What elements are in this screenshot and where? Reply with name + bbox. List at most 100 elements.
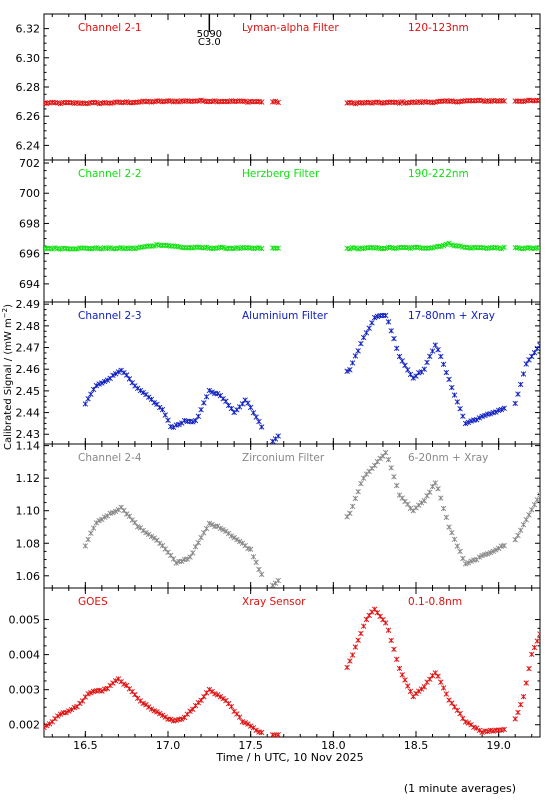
data-point [88,690,94,696]
data-point [253,559,259,565]
data-point [179,558,185,565]
data-point [223,398,229,404]
data-point [126,376,133,382]
data-point [123,372,130,378]
x-tick-label: 16.5 [73,739,98,752]
data-point [360,334,367,341]
data-point [388,637,394,644]
data-point [85,396,91,402]
data-point [399,358,405,364]
data-point [451,392,458,398]
data-point [429,483,436,490]
y-tick-label: 694 [19,278,40,291]
x-tick-label: 18.0 [321,739,346,752]
data-point [247,404,254,411]
data-point [460,555,466,562]
data-point [85,536,91,543]
data-point [355,637,361,643]
data-point [440,505,447,512]
data-point [209,389,215,395]
data-point [517,701,524,708]
data-point [198,406,204,413]
data-point [96,517,102,524]
data-point [374,610,381,616]
data-point [275,577,281,584]
data-point [190,419,196,425]
data-point [347,658,353,664]
data-point [184,556,191,562]
data-point [402,362,408,369]
data-point [393,345,400,352]
data-point [515,532,521,539]
data-point [66,708,72,714]
data-point [220,244,226,251]
data-point [145,704,152,710]
data-point [151,535,157,541]
data-point [424,359,430,366]
data-point [427,353,433,360]
data-point [344,368,350,374]
data-point [443,514,450,521]
data-point [344,664,350,671]
data-point [228,703,235,710]
data-point [457,548,463,555]
data-point [44,724,47,731]
data-point [523,680,529,686]
data-point [214,692,221,698]
panel-label: Channel 2-4 [78,452,142,464]
data-point [366,325,372,331]
data-point [473,417,480,423]
data-point [391,474,397,480]
series-ch22 [44,240,540,252]
data-point [446,240,452,246]
data-point [526,512,532,518]
panel-label: Channel 2-3 [78,310,142,322]
panel-label: Channel 2-2 [78,168,142,180]
data-point [245,721,251,727]
data-point [432,342,439,348]
data-point [203,394,210,400]
data-point [457,710,463,717]
y-tick-label: 696 [19,248,40,261]
data-point [110,509,116,516]
data-point [526,357,532,363]
data-point [501,244,507,251]
data-point [275,732,281,737]
data-point [214,390,221,397]
data-point [63,709,69,716]
data-point [68,706,75,713]
data-point [421,684,427,690]
data-point [534,497,540,503]
data-point [347,246,353,252]
data-point [405,501,411,507]
data-point [493,547,499,553]
data-point [203,525,210,532]
data-point [520,521,527,528]
data-point [123,682,130,689]
data-point [449,529,455,536]
x-axis: 16.5 17.0 17.5 18.0 18.5 19.0 [73,739,511,752]
data-point [192,417,199,424]
data-point [523,361,529,367]
data-point [529,507,535,513]
data-point [258,571,265,578]
data-point [82,543,89,549]
data-point [258,729,265,736]
data-point [112,678,119,684]
data-point [479,729,485,736]
data-point [523,516,529,523]
data-point [201,400,207,406]
event-label: C3.0 [198,37,221,48]
data-point [512,716,518,722]
y-tick-label: 0.002 [9,719,41,732]
data-point [462,420,469,427]
panel-frame [43,587,541,738]
data-point [537,492,540,498]
panel-label: Aluminium Filter [242,310,328,322]
data-point [93,382,100,389]
data-point [101,378,108,385]
data-point [520,371,527,377]
data-point [154,709,160,715]
y-axis-title: Calibrated Signal / (mW m−2) [1,304,14,450]
data-point [487,411,494,417]
